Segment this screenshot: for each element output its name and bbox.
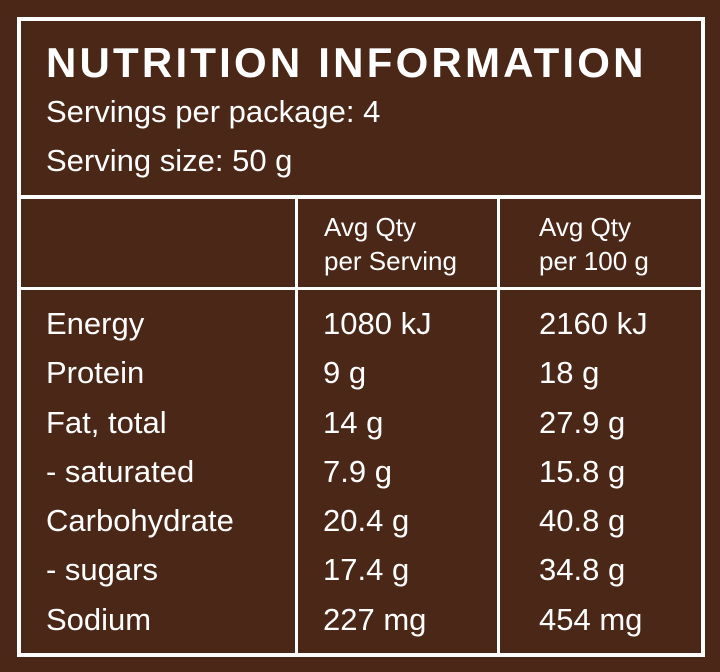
nutrient-name: - saturated xyxy=(46,453,195,489)
nutrient-row-sodium: Sodium 227 mg 454 mg xyxy=(21,595,701,644)
per-100g-value: 15.8 g xyxy=(539,453,626,489)
per-serving-value: 20.4 g xyxy=(323,503,410,539)
per-serving-value: 227 mg xyxy=(323,601,427,637)
per-100g-value: 2160 kJ xyxy=(539,306,648,341)
nutrient-name: Sodium xyxy=(46,601,152,637)
per-100g-value: 40.8 g xyxy=(539,503,626,539)
nutrient-row-protein: Protein 9 g 18 g xyxy=(21,348,701,397)
panel-header: NUTRITION INFORMATION Servings per packa… xyxy=(21,21,701,199)
column-divider-2 xyxy=(497,199,500,653)
serving-size: Serving size: 50 g xyxy=(46,143,293,178)
per-serving-value: 9 g xyxy=(323,355,367,391)
nutrient-name: Protein xyxy=(46,355,145,391)
nutrient-name: Fat, total xyxy=(46,404,167,440)
column-header-per-serving-line-1: Avg Qty xyxy=(324,212,417,242)
per-100g-value: 18 g xyxy=(539,355,600,391)
nutrient-row-saturated: - saturated 7.9 g 15.8 g xyxy=(21,447,701,496)
nutrient-row-fat-total: Fat, total 14 g 27.9 g xyxy=(21,398,701,447)
panel-title: NUTRITION INFORMATION xyxy=(46,39,647,86)
per-serving-value: 7.9 g xyxy=(323,453,392,489)
nutrient-name: Energy xyxy=(46,306,145,341)
nutrient-name: Carbohydrate xyxy=(46,503,234,539)
nutrient-rows: Energy 1080 kJ 2160 kJ Protein 9 g 18 g … xyxy=(21,299,701,644)
per-100g-value: 34.8 g xyxy=(539,552,626,588)
column-header-per-serving-line-2: per Serving xyxy=(324,246,457,276)
nutrient-row-sugars: - sugars 17.4 g 34.8 g xyxy=(21,545,701,594)
column-header-per-100g-line-1: Avg Qty xyxy=(539,212,632,242)
column-divider-1 xyxy=(295,199,298,653)
nutrient-row-energy: Energy 1080 kJ 2160 kJ xyxy=(21,299,701,348)
nutrient-row-carbohydrate: Carbohydrate 20.4 g 40.8 g xyxy=(21,496,701,545)
per-serving-value: 1080 kJ xyxy=(323,306,432,341)
servings-per-package: Servings per package: 4 xyxy=(46,94,381,129)
column-header-per-serving: Avg Qty per Serving xyxy=(324,210,457,278)
per-100g-value: 454 mg xyxy=(539,601,643,637)
nutrient-name: - sugars xyxy=(46,552,158,588)
header-row-divider xyxy=(21,287,701,290)
column-header-per-100g: Avg Qty per 100 g xyxy=(539,210,649,278)
per-serving-value: 17.4 g xyxy=(323,552,410,588)
nutrition-panel: NUTRITION INFORMATION Servings per packa… xyxy=(17,17,705,657)
per-100g-value: 27.9 g xyxy=(539,404,626,440)
per-serving-value: 14 g xyxy=(323,404,384,440)
column-header-per-100g-line-2: per 100 g xyxy=(539,246,649,276)
